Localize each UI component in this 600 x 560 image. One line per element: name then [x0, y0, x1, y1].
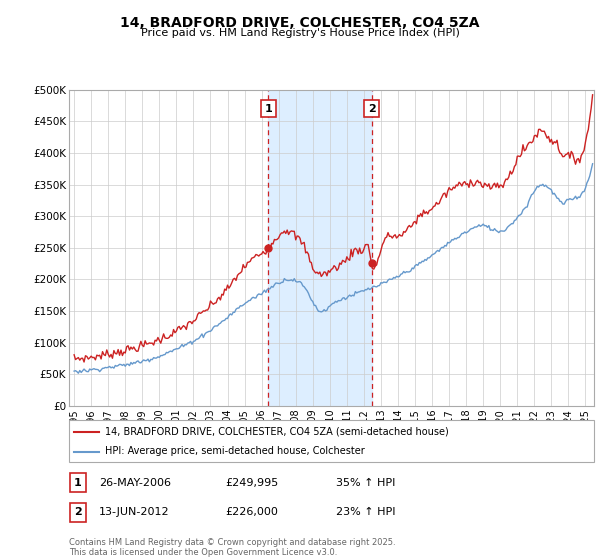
- Text: 26-MAY-2006: 26-MAY-2006: [99, 478, 171, 488]
- Text: 35% ↑ HPI: 35% ↑ HPI: [336, 478, 395, 488]
- Bar: [70, 473, 86, 492]
- Text: Price paid vs. HM Land Registry's House Price Index (HPI): Price paid vs. HM Land Registry's House …: [140, 28, 460, 38]
- Text: £226,000: £226,000: [225, 507, 278, 517]
- Text: 2: 2: [74, 507, 82, 517]
- Text: Contains HM Land Registry data © Crown copyright and database right 2025.
This d: Contains HM Land Registry data © Crown c…: [69, 538, 395, 557]
- Bar: [268, 90, 371, 406]
- Text: 14, BRADFORD DRIVE, COLCHESTER, CO4 5ZA (semi-detached house): 14, BRADFORD DRIVE, COLCHESTER, CO4 5ZA …: [105, 427, 448, 437]
- Text: HPI: Average price, semi-detached house, Colchester: HPI: Average price, semi-detached house,…: [105, 446, 364, 456]
- Bar: [70, 503, 86, 522]
- Text: 2: 2: [368, 104, 376, 114]
- Text: 1: 1: [265, 104, 272, 114]
- Text: 13-JUN-2012: 13-JUN-2012: [99, 507, 170, 517]
- Text: 1: 1: [74, 478, 82, 488]
- Text: £249,995: £249,995: [225, 478, 278, 488]
- Text: 14, BRADFORD DRIVE, COLCHESTER, CO4 5ZA: 14, BRADFORD DRIVE, COLCHESTER, CO4 5ZA: [120, 16, 480, 30]
- Text: 23% ↑ HPI: 23% ↑ HPI: [336, 507, 395, 517]
